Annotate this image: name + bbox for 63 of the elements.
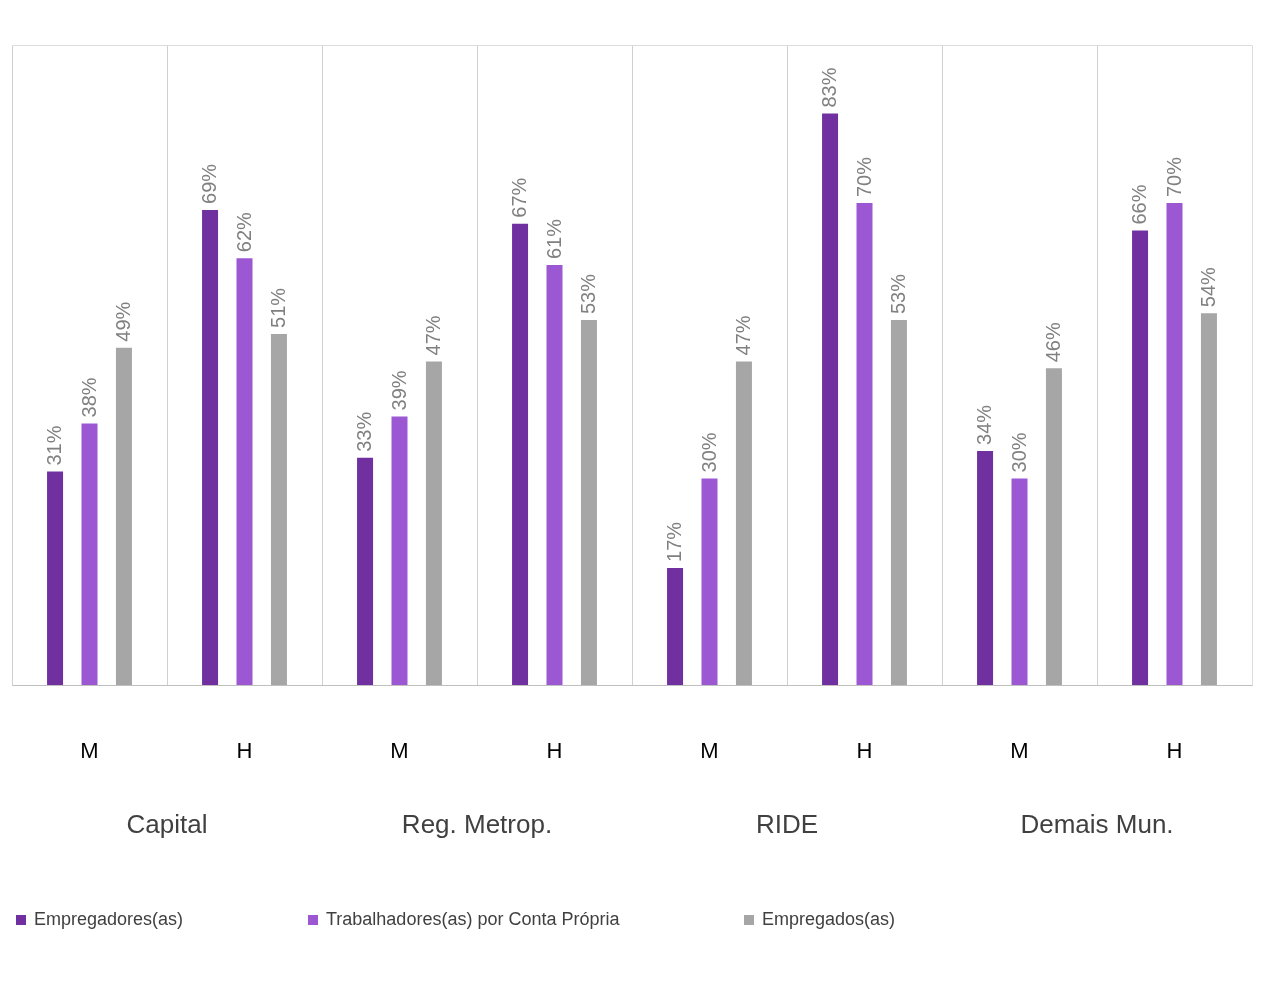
bar — [115, 347, 132, 685]
data-label: 38% — [77, 377, 100, 418]
data-label: 46% — [1041, 322, 1064, 363]
data-label: 69% — [198, 163, 221, 204]
x-tick-label: M — [1010, 737, 1029, 763]
bar — [667, 567, 684, 685]
bar — [1132, 230, 1149, 685]
data-label: 30% — [697, 432, 720, 473]
x-tick-label: H — [1166, 737, 1183, 763]
data-label: 17% — [663, 521, 686, 562]
data-label: 66% — [1128, 184, 1151, 225]
data-label: 30% — [1007, 432, 1030, 473]
legend-label: Trabalhadores(as) por Conta Própria — [326, 909, 621, 929]
data-label: 33% — [353, 411, 376, 452]
data-label: 67% — [508, 177, 531, 218]
bar — [701, 478, 718, 685]
data-label: 51% — [266, 287, 289, 328]
data-label: 49% — [111, 301, 134, 342]
data-label: 47% — [731, 315, 754, 356]
bar — [735, 361, 752, 685]
x-tick-label: H — [546, 737, 563, 763]
bar — [391, 416, 408, 685]
x-tick-label: M — [80, 737, 99, 763]
text: RIDE — [755, 809, 819, 839]
data-label: 70% — [1162, 156, 1185, 198]
bar — [1045, 368, 1062, 685]
data-label: 34% — [973, 404, 996, 445]
data-label: 83% — [818, 67, 841, 108]
bar — [856, 203, 873, 685]
x-tick-label: H — [236, 737, 253, 763]
x-tick-label: H — [856, 737, 873, 763]
text: Reg. Metrop. — [401, 809, 553, 839]
bar — [1166, 203, 1183, 685]
text: Capital — [126, 809, 208, 839]
bar — [546, 265, 563, 685]
x-tick-label: M — [390, 737, 409, 763]
bar — [1200, 313, 1217, 685]
bar — [890, 320, 907, 685]
data-label: 70% — [852, 156, 875, 198]
bar — [822, 113, 839, 685]
legend-label: Empregadores(as) — [34, 909, 184, 929]
bar — [580, 320, 597, 685]
bar — [270, 333, 287, 685]
x-tick-label: M — [700, 737, 719, 763]
bar — [81, 423, 98, 685]
legend-label: Empregados(as) — [762, 909, 896, 929]
bar — [202, 209, 219, 685]
data-label: 31% — [43, 425, 66, 466]
data-label: 53% — [886, 273, 909, 315]
bar — [236, 258, 253, 685]
data-label: 61% — [542, 218, 565, 260]
bar — [1011, 478, 1028, 685]
data-label: 53% — [576, 273, 599, 315]
data-label: 54% — [1196, 266, 1219, 308]
bar — [357, 457, 374, 685]
bar — [425, 361, 442, 685]
data-label: 62% — [232, 211, 255, 253]
data-label: 47% — [421, 315, 444, 356]
text: Demais Mun. — [1020, 809, 1174, 839]
bar — [512, 223, 529, 685]
bar — [977, 450, 994, 685]
bar — [47, 471, 64, 685]
data-label: 39% — [387, 370, 410, 411]
